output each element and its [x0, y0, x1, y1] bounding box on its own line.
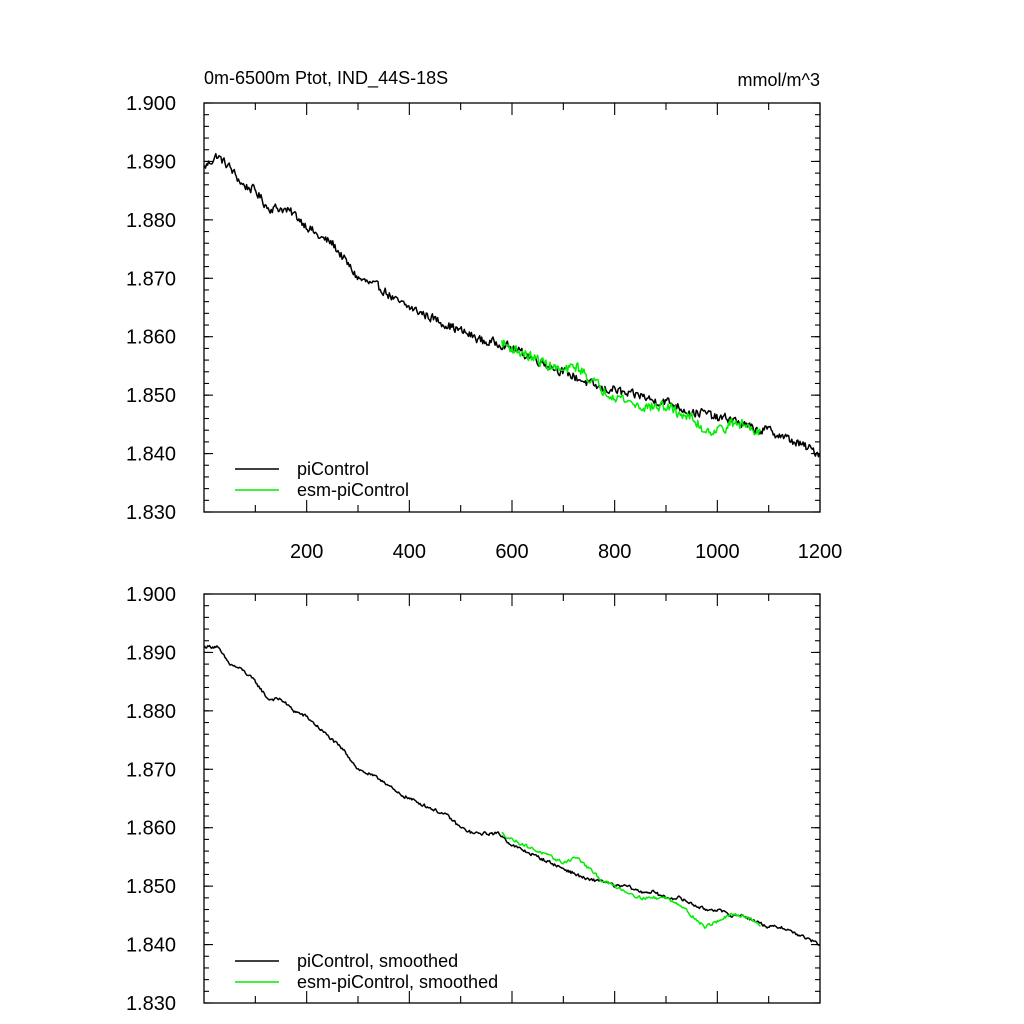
panel-bottom: 1.830 1.840 1.850 1.860 1.870 1.880 1.890 1.900…	[126, 584, 821, 1015]
axis-ticks-bottom: 1.830 1.840 1.850 1.860 1.870 1.880 1.890 1.900	[126, 584, 821, 1015]
y-tick-label: 1.900	[126, 93, 176, 115]
y-tick-label: 1.870	[126, 268, 176, 290]
series-line-esm-picontrol	[500, 339, 762, 437]
y-tick-label: 1.890	[126, 642, 176, 664]
panel-top: 0m-6500m Ptot, IND_44S-18S mmol/m^3 1.83…	[126, 68, 842, 563]
y-tick-label: 1.860	[126, 818, 176, 840]
legend-label-esm-picontrol: esm-piControl	[297, 480, 409, 500]
x-tick-label: 400	[393, 541, 426, 563]
x-tick-label: 200	[290, 541, 323, 563]
y-tick-label: 1.840	[126, 444, 176, 466]
y-tick-label: 1.850	[126, 385, 176, 407]
y-tick-label: 1.890	[126, 151, 176, 173]
y-tick-label: 1.900	[126, 584, 176, 606]
series-line-picontrol-smoothed	[203, 644, 820, 947]
legend-label-picontrol-smoothed: piControl, smoothed	[297, 951, 458, 971]
x-tick-label: 1200	[798, 541, 843, 563]
y-tick-label: 1.880	[126, 701, 176, 723]
y-tick-label: 1.850	[126, 876, 176, 898]
y-tick-label: 1.860	[126, 327, 176, 349]
y-tick-label: 1.880	[126, 210, 176, 232]
axis-ticks-top: 1.830 1.840 1.850 1.860 1.870 1.880 1.890 1.900…	[126, 93, 842, 563]
legend-label-esm-picontrol-smoothed: esm-piControl, smoothed	[297, 972, 498, 992]
chart-title: 0m-6500m Ptot, IND_44S-18S	[204, 68, 448, 89]
legend-label-picontrol: piControl	[297, 459, 369, 479]
series-group-bottom	[203, 644, 820, 947]
y-tick-label: 1.830	[126, 993, 176, 1015]
plot-frame-bottom	[203, 593, 821, 1004]
y-tick-label: 1.830	[126, 502, 176, 524]
legend-top: piControl esm-piControl	[235, 459, 409, 500]
series-line-esm-picontrol-smoothed	[501, 832, 761, 930]
y-tick-label: 1.840	[126, 935, 176, 957]
legend-bottom: piControl, smoothed esm-piControl, smoot…	[235, 951, 498, 992]
x-tick-label: 600	[495, 541, 528, 563]
units-label: mmol/m^3	[738, 70, 820, 90]
series-line-picontrol	[203, 152, 821, 458]
series-group-top	[203, 152, 821, 458]
x-tick-label: 1000	[695, 541, 740, 563]
y-tick-label: 1.870	[126, 759, 176, 781]
x-tick-label: 800	[598, 541, 631, 563]
plot-frame-top	[203, 102, 821, 513]
